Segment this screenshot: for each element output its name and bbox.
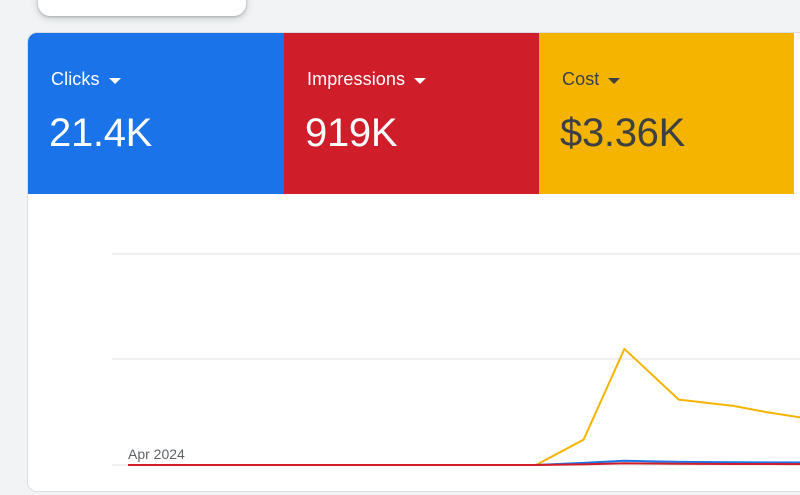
series-line-impressions (128, 462, 800, 466)
metric-selector-clicks[interactable]: Clicks (51, 69, 121, 90)
caret-down-icon[interactable] (608, 77, 621, 84)
metric-tiles: Clicks 21.4K Impressions 919K Cost $3.36… (28, 33, 800, 194)
metric-value-impressions: 919K (305, 111, 398, 155)
performance-panel: Clicks 21.4K Impressions 919K Cost $3.36… (27, 32, 800, 492)
metric-label-cost: Cost (562, 69, 600, 89)
series-lines (128, 347, 800, 466)
caret-down-icon[interactable] (108, 77, 121, 84)
top-card (38, 0, 246, 16)
x-axis-tick-label: Apr 2024 (128, 446, 185, 462)
metric-selector-impressions[interactable]: Impressions (307, 69, 427, 90)
performance-chart: Apr 2024 (28, 194, 800, 491)
caret-down-icon[interactable] (414, 77, 427, 84)
metric-tile-impressions[interactable]: Impressions 919K (284, 33, 539, 194)
metric-tile-cost[interactable]: Cost $3.36K (539, 33, 794, 194)
gridlines (112, 253, 800, 466)
metric-value-clicks: 21.4K (49, 111, 153, 155)
metric-selector-cost[interactable]: Cost (562, 69, 621, 90)
metric-value-cost: $3.36K (560, 111, 685, 155)
metric-tile-clicks[interactable]: Clicks 21.4K (28, 33, 284, 194)
metric-label-impressions: Impressions (307, 69, 406, 89)
chart-svg (112, 253, 800, 466)
metric-label-clicks: Clicks (51, 69, 100, 89)
series-line-cost (128, 347, 800, 466)
